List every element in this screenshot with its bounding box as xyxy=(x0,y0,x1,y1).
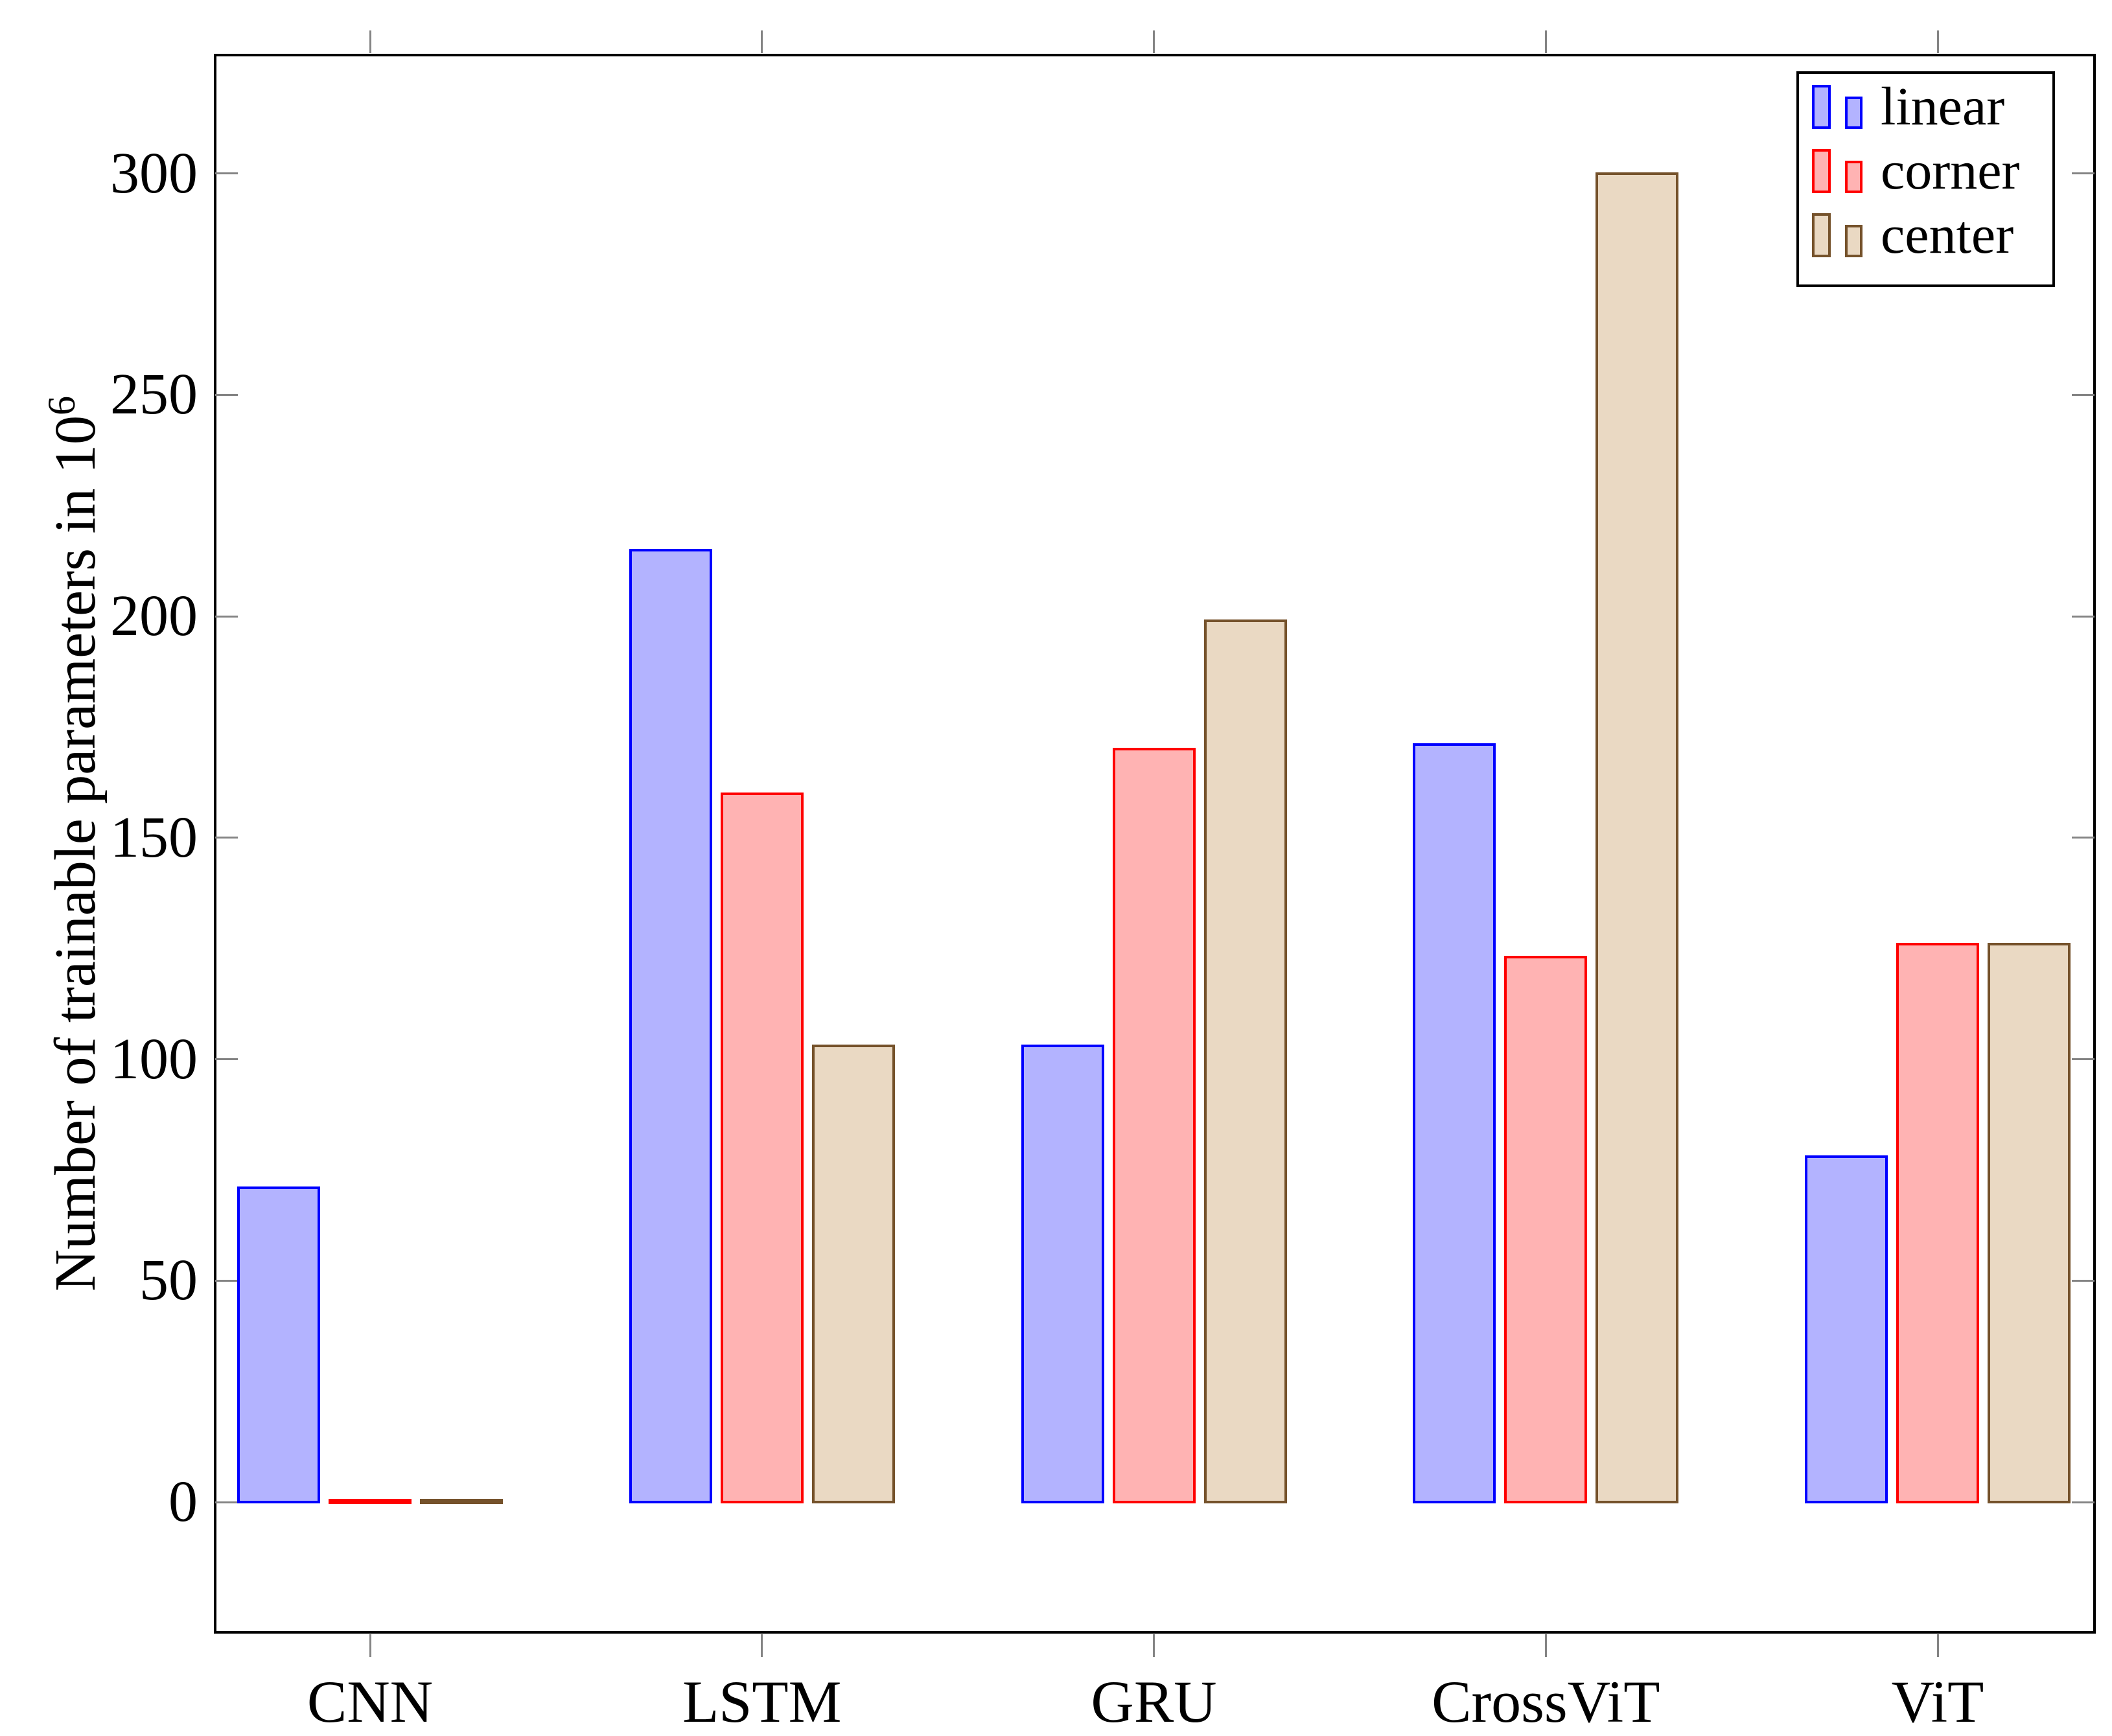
y-axis-tick-right xyxy=(2072,172,2095,175)
legend xyxy=(1796,71,2055,287)
bar-linear-ViT xyxy=(1805,1155,1888,1503)
y-axis-tick xyxy=(215,393,238,396)
bar-linear-CNN xyxy=(237,1186,320,1503)
x-axis-tick-top xyxy=(761,30,763,53)
y-tick-label: 250 xyxy=(110,362,198,427)
x-category-label: GRU xyxy=(1091,1669,1217,1735)
legend-marker-center-1 xyxy=(1812,213,1831,257)
y-tick-label: 200 xyxy=(110,584,198,649)
y-tick-label: 300 xyxy=(110,141,198,205)
y-tick-label: 150 xyxy=(110,805,198,870)
x-category-label: LSTM xyxy=(682,1669,842,1735)
y-axis-tick-right xyxy=(2072,1058,2095,1061)
plot-area-border xyxy=(214,54,2096,1634)
bar-corner-CNN xyxy=(329,1498,412,1504)
y-axis-tick-right xyxy=(2072,1279,2095,1282)
legend-marker-linear-2 xyxy=(1845,97,1863,129)
y-tick-label: 50 xyxy=(139,1248,198,1313)
x-category-label: CrossViT xyxy=(1432,1669,1660,1735)
legend-label-linear: linear xyxy=(1881,76,2005,137)
y-axis-tick-right xyxy=(2072,837,2095,839)
y-axis-tick xyxy=(215,1501,238,1503)
bar-center-LSTM xyxy=(811,1045,895,1503)
x-axis-tick xyxy=(369,1634,371,1657)
x-axis-tick xyxy=(761,1634,763,1657)
legend-marker-corner-2 xyxy=(1845,161,1863,193)
bar-linear-GRU xyxy=(1021,1045,1104,1503)
bar-corner-CrossViT xyxy=(1504,956,1588,1503)
legend-label-corner: corner xyxy=(1881,141,2020,201)
y-axis-tick xyxy=(215,615,238,618)
bar-linear-LSTM xyxy=(629,548,712,1503)
bar-center-GRU xyxy=(1203,619,1287,1503)
y-axis-tick xyxy=(215,1279,238,1282)
legend-marker-center-2 xyxy=(1845,225,1863,257)
bar-corner-LSTM xyxy=(720,792,804,1503)
y-axis-tick xyxy=(215,172,238,175)
bar-corner-ViT xyxy=(1896,942,1979,1503)
y-axis-tick-right xyxy=(2072,615,2095,618)
bar-center-CNN xyxy=(420,1498,503,1504)
y-axis-tick xyxy=(215,837,238,839)
x-axis-tick-top xyxy=(369,30,371,53)
legend-marker-linear-1 xyxy=(1812,85,1831,129)
bar-linear-CrossViT xyxy=(1413,743,1496,1503)
x-axis-tick xyxy=(1153,1634,1155,1657)
bar-center-ViT xyxy=(1988,942,2071,1503)
legend-label-center: center xyxy=(1881,205,2014,265)
x-axis-tick-top xyxy=(1936,30,1939,53)
y-tick-label: 0 xyxy=(168,1470,198,1534)
y-axis-tick-right xyxy=(2072,393,2095,396)
bar-center-CrossViT xyxy=(1596,172,1679,1503)
y-axis-tick xyxy=(215,1058,238,1061)
bar-corner-GRU xyxy=(1112,748,1196,1503)
x-axis-tick xyxy=(1936,1634,1939,1657)
x-category-label: CNN xyxy=(307,1669,434,1735)
x-axis-tick-top xyxy=(1153,30,1155,53)
x-category-label: ViT xyxy=(1891,1669,1984,1735)
x-axis-tick-top xyxy=(1544,30,1547,53)
y-tick-label: 100 xyxy=(110,1026,198,1091)
legend-marker-corner-1 xyxy=(1812,149,1831,193)
y-axis-tick-right xyxy=(2072,1501,2095,1503)
x-axis-tick xyxy=(1544,1634,1547,1657)
